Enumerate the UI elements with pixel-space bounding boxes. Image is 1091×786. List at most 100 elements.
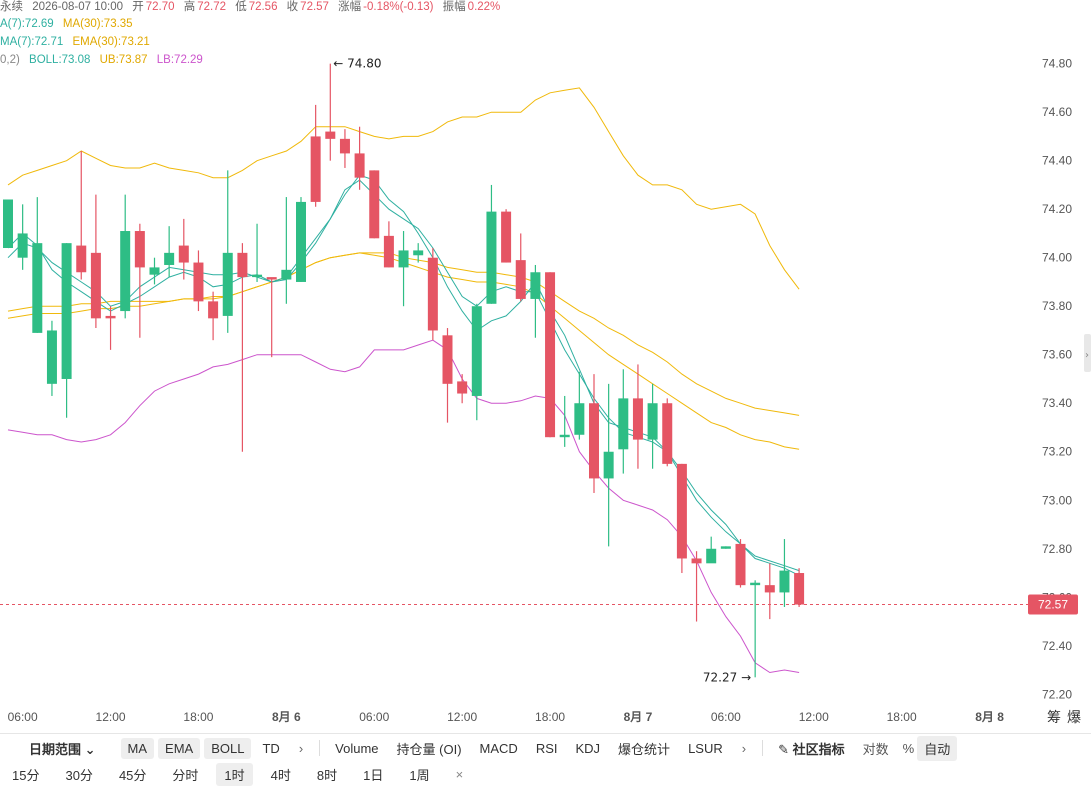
candle-body (3, 199, 13, 248)
y-tick-label: 74.20 (1042, 202, 1072, 216)
candle-body (530, 272, 541, 299)
candle-body (252, 274, 263, 278)
x-tick-label: 06:00 (711, 710, 741, 724)
indicator-kdj-button[interactable]: KDJ (575, 740, 601, 756)
right-cut-label: 爆 (1067, 710, 1081, 726)
close-value: 72.57 (300, 1, 329, 13)
indicator-volume-button[interactable]: Volume (335, 740, 379, 756)
high-annotation: ← 74.80 (333, 57, 381, 71)
x-tick-label: 18:00 (535, 710, 565, 724)
y-tick-label: 74.00 (1042, 251, 1072, 265)
divider (762, 740, 764, 756)
overlay-td-button[interactable]: TD (262, 740, 280, 756)
close-timeframes-icon[interactable]: × (455, 767, 464, 782)
chevron-down-icon: ⌄ (84, 741, 96, 757)
ema30-legend: EMA(30):73.21 (72, 36, 150, 48)
timeframe-1h[interactable]: 1时 (216, 763, 253, 786)
candle-body (647, 403, 658, 440)
candle-body (545, 272, 556, 438)
candle-body (383, 235, 394, 268)
timeframe-8h[interactable]: 8时 (316, 768, 338, 783)
chevron-right-icon[interactable]: › (1085, 350, 1089, 361)
candle-body (471, 306, 482, 396)
ema-legend[interactable]: MA(7):72.71 EMA(30):73.21 (0, 35, 156, 49)
candle-body (720, 546, 731, 549)
candle-body (515, 260, 526, 299)
candle-body (501, 211, 512, 263)
candle-body (266, 277, 277, 280)
y-tick-label: 72.40 (1042, 639, 1072, 653)
x-tick-label: 12:00 (799, 710, 829, 724)
overlay-ma-button[interactable]: MA (120, 737, 155, 759)
x-tick-label: 12:00 (447, 710, 477, 724)
candle-body (61, 243, 72, 379)
y-tick-label: 74.40 (1042, 154, 1072, 168)
boll-upper-band-line (7, 87, 800, 290)
community-indicators-button[interactable]: ✎ 社区指标 (771, 736, 852, 761)
edit-icon: ✎ (778, 741, 789, 757)
percent-scale-button[interactable]: % (902, 740, 915, 756)
open-value: 72.70 (145, 1, 175, 13)
candle-body (222, 252, 233, 316)
header-ohlc: 永续 2026-08-07 10:00 开 72.70 高 72.72 低 72.56… (0, 0, 506, 14)
candle-body (46, 330, 57, 384)
y-tick-label: 74.60 (1042, 105, 1072, 119)
candle-body (691, 558, 702, 564)
candle-body (662, 403, 673, 464)
overlay-ema-button[interactable]: EMA (158, 737, 201, 759)
candle-body (32, 243, 43, 333)
timeframe-30m[interactable]: 30分 (65, 768, 93, 783)
last-price-label: 72.57 (1038, 598, 1068, 612)
chevron-right-icon[interactable]: › (741, 740, 747, 756)
candlestick-chart[interactable]: 74.80 74.60 74.40 74.20 74.00 73.80 73.60 73.40… (0, 0, 1091, 732)
amplitude-label: 振幅 (442, 1, 466, 13)
side-panel-handle (1084, 334, 1091, 372)
amplitude-value: 0.22% (467, 1, 501, 13)
log-scale-button[interactable]: 对数 (862, 741, 889, 757)
indicator-macd-button[interactable]: MACD (479, 740, 518, 756)
low-value: 72.56 (248, 1, 278, 13)
candle-body (208, 301, 219, 319)
candle-body (339, 138, 350, 154)
timeframe-1d[interactable]: 1日 (363, 768, 384, 783)
timeframe-15m[interactable]: 15分 (12, 768, 40, 783)
boll-lower-band-line (7, 339, 800, 674)
auto-scale-button[interactable]: 自动 (917, 735, 958, 761)
change-label: 涨幅 (338, 1, 362, 13)
candle-body (632, 398, 643, 440)
lb-value: LB:72.29 (156, 54, 203, 66)
x-tick-label: 18:00 (887, 710, 917, 724)
timeframe-tick[interactable]: 分时 (172, 768, 199, 783)
date-range-button[interactable]: 日期范围 ⌄ (22, 736, 103, 761)
indicator-liquidation-button[interactable]: 爆仓统计 (618, 741, 671, 757)
chevron-right-icon[interactable]: › (298, 740, 304, 756)
x-tick-label: 06:00 (8, 710, 38, 724)
date-range-label: 日期范围 (29, 741, 82, 757)
y-tick-label: 73.40 (1042, 396, 1072, 410)
candle-body (296, 201, 306, 282)
boll-legend[interactable]: 0,2) BOLL:73.08 UB:73.87 LB:72.29 (0, 53, 209, 67)
overlay-boll-button[interactable]: BOLL (204, 737, 252, 759)
candle-body (750, 582, 761, 586)
y-tick-label: 73.20 (1042, 445, 1072, 459)
timeframe-1w[interactable]: 1周 (409, 768, 430, 783)
boll-value: BOLL:73.08 (29, 54, 91, 66)
y-tick-label: 73.60 (1042, 348, 1072, 362)
candle-body (90, 252, 101, 319)
y-tick-label: 73.00 (1042, 493, 1072, 507)
ma30-legend: MA(30):73.35 (62, 18, 133, 30)
divider (319, 740, 321, 756)
indicator-oi-button[interactable]: 持仓量 (OI) (396, 741, 462, 757)
timeframe-4h[interactable]: 4时 (270, 768, 291, 783)
indicator-lsur-button[interactable]: LSUR (688, 740, 723, 756)
x-tick-label: 12:00 (96, 710, 126, 724)
candle-body (120, 231, 131, 312)
candle-body (193, 262, 204, 302)
candle-body (413, 250, 424, 256)
timeframe-45m[interactable]: 45分 (118, 768, 147, 783)
candle-body (178, 245, 189, 263)
ma-legend[interactable]: A(7):72.69 MA(30):73.35 (0, 17, 139, 31)
indicator-rsi-button[interactable]: RSI (535, 740, 558, 756)
x-tick-label: 18:00 (183, 710, 213, 724)
candle-body (779, 570, 790, 593)
